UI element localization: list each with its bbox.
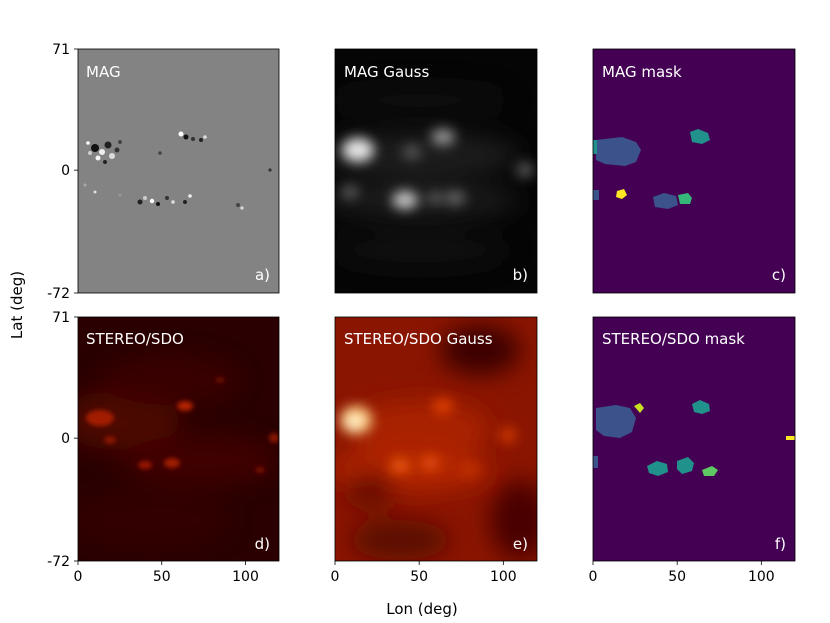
mask-region-lower-left — [647, 461, 668, 476]
panel-stereo-mask-background — [593, 317, 795, 561]
panel-mag-mask: MAG mask c) — [592, 48, 796, 294]
panel-mag-gauss: MAG Gauss b) — [334, 48, 538, 294]
panel-stereo-gauss-tag: e) — [513, 535, 528, 553]
panel-stereo-mask-tag: f) — [775, 535, 786, 553]
panel-stereo-mask: STEREO/SDO mask f) — [592, 316, 796, 562]
mask-region-green — [702, 466, 718, 476]
panel-mag-gauss-image — [335, 85, 534, 270]
panel-mag-gauss-title: MAG Gauss — [344, 63, 429, 81]
panel-stereo-frame — [77, 316, 280, 562]
mask-region-yellow — [616, 189, 627, 199]
panel-mag-background — [78, 49, 279, 293]
panel-stereo-title: STEREO/SDO — [86, 330, 184, 348]
x-tick-label: 0 — [74, 569, 83, 585]
panel-stereo: STEREO/SDO d) — [77, 316, 280, 562]
panel-mag-gauss-tag: b) — [513, 266, 528, 284]
x-axis-label: Lon (deg) — [386, 600, 458, 618]
y-tick-label: -72 — [47, 554, 70, 570]
mask-region-yellow — [634, 403, 644, 413]
panel-stereo-mask-frame — [592, 316, 796, 562]
mag-region-left-cluster — [86, 140, 122, 164]
panel-mag-mask-tag: c) — [772, 266, 786, 284]
y-tick-label: 71 — [52, 42, 70, 58]
panel-stereo-image — [78, 355, 279, 550]
mask-region-teal-upper — [690, 129, 710, 144]
x-tick-label: 50 — [668, 569, 686, 585]
x-tick-label: 50 — [410, 569, 428, 585]
panel-mag-title: MAG — [86, 63, 121, 81]
y-tick-label: 0 — [61, 163, 70, 179]
mask-region-large — [596, 405, 636, 438]
y-axis-label: Lat (deg) — [8, 271, 26, 339]
y-tick-label: 71 — [52, 310, 70, 326]
x-tick-label: 100 — [490, 569, 517, 585]
mask-region-lower-blue — [653, 193, 678, 209]
panel-stereo-gauss: STEREO/SDO Gauss e) — [334, 316, 538, 562]
panel-stereo-mask-image — [593, 400, 795, 476]
panel-mag-mask-image — [593, 129, 710, 209]
y-tick-label: 0 — [61, 431, 70, 447]
panel-stereo-tag: d) — [255, 535, 270, 553]
panel-stereo-gauss-title: STEREO/SDO Gauss — [344, 330, 493, 348]
mask-region-right-stub — [786, 436, 795, 440]
x-tick-label: 50 — [153, 569, 171, 585]
x-tick-label: 0 — [331, 569, 340, 585]
panel-mag-frame — [77, 48, 280, 294]
panel-mag-image — [83, 131, 272, 210]
mask-region-left-stub — [593, 190, 599, 200]
mask-region-edge — [593, 140, 597, 154]
panel-mag-mask-title: MAG mask — [602, 63, 682, 81]
mag-region-lower-band — [83, 168, 272, 210]
panel-mag-tag: a) — [255, 266, 270, 284]
mask-region-teal-upper — [692, 400, 710, 414]
x-tick-label: 100 — [748, 569, 775, 585]
panel-mag-mask-background — [593, 49, 795, 293]
mask-region-green — [678, 193, 692, 204]
panel-stereo-gauss-frame — [334, 316, 538, 562]
panel-mag-mask-frame — [592, 48, 796, 294]
mask-region-lower-mid — [677, 457, 694, 474]
mask-region-left-stub — [593, 456, 598, 468]
panel-mag: MAG a) — [77, 48, 280, 294]
panel-mag-gauss-frame — [334, 48, 538, 294]
mask-region-large — [596, 137, 641, 166]
mag-region-upper-right — [158, 131, 207, 155]
y-tick-label: -72 — [47, 286, 70, 302]
x-tick-label: 0 — [589, 569, 598, 585]
panel-stereo-gauss-image — [335, 325, 537, 560]
x-tick-label: 100 — [232, 569, 259, 585]
panel-stereo-mask-title: STEREO/SDO mask — [602, 330, 745, 348]
